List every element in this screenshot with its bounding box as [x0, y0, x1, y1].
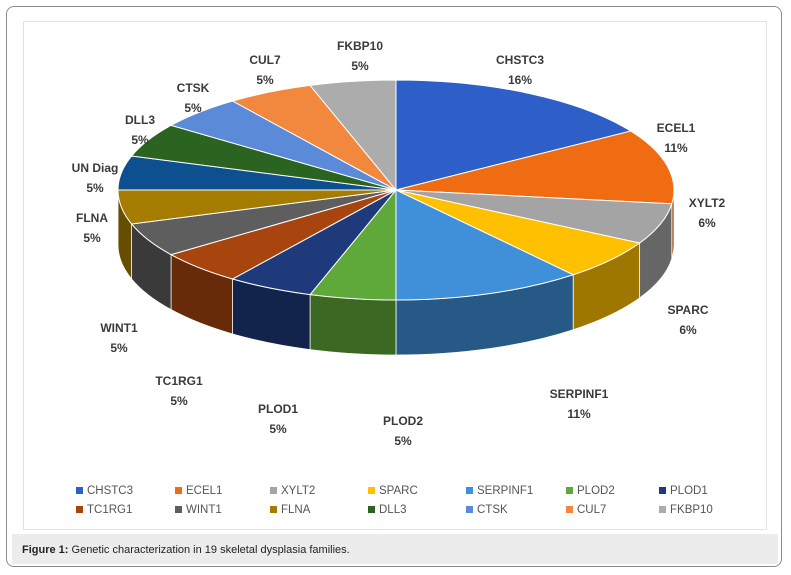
slice-value-plod1: 5%: [269, 422, 287, 436]
legend-swatch-serpinf1: [466, 487, 473, 494]
slice-value-cul7: 5%: [256, 73, 274, 87]
legend-swatch-flna: [270, 506, 277, 513]
legend-label-serpinf1: SERPINF1: [477, 485, 533, 497]
slice-value-xylt2: 6%: [698, 216, 716, 230]
slice-label-ecel1: ECEL1: [657, 121, 696, 135]
legend-swatch-xylt2: [270, 487, 277, 494]
slice-label-chstc3: CHSTC3: [496, 53, 544, 67]
legend-swatch-sparc: [368, 487, 375, 494]
slice-label-sparc: SPARC: [667, 303, 708, 317]
slice-label-tc1rg1: TC1RG1: [155, 374, 203, 388]
slice-value-fkbp10: 5%: [351, 59, 369, 73]
slice-side-plod2: [309, 294, 397, 356]
slice-value-sparc: 6%: [679, 323, 697, 337]
slice-value-flna: 5%: [83, 231, 101, 245]
legend-label-fkbp10: FKBP10: [670, 504, 713, 516]
slice-label-plod1: PLOD1: [258, 402, 298, 416]
slice-label-plod2: PLOD2: [383, 414, 423, 428]
caption-bar: [12, 534, 778, 564]
legend-swatch-plod1: [659, 487, 666, 494]
slice-label-xylt2: XYLT2: [689, 196, 726, 210]
legend-swatch-dll3: [368, 506, 375, 513]
slice-value-tc1rg1: 5%: [170, 394, 188, 408]
slice-value-chstc3: 16%: [508, 73, 532, 87]
legend-label-sparc: SPARC: [379, 485, 418, 497]
legend-swatch-tc1rg1: [76, 506, 83, 513]
figure-caption: Figure 1: Genetic characterization in 19…: [22, 544, 350, 556]
slice-value-wint1: 5%: [110, 341, 128, 355]
slice-value-un-diag: 5%: [86, 181, 104, 195]
legend-label-ctsk: CTSK: [477, 504, 508, 516]
slice-value-ecel1: 11%: [664, 141, 688, 155]
slice-value-ctsk: 5%: [184, 101, 202, 115]
caption-label: Figure 1:: [22, 544, 69, 556]
slice-label-flna: FLNA: [76, 211, 108, 225]
slice-value-dll3: 5%: [131, 133, 149, 147]
slice-label-serpinf1: SERPINF1: [550, 387, 609, 401]
legend-label-xylt2: XYLT2: [281, 485, 315, 497]
legend-swatch-ecel1: [175, 487, 182, 494]
legend-swatch-plod2: [566, 487, 573, 494]
legend-swatch-cul7: [566, 506, 573, 513]
legend-swatch-fkbp10: [659, 506, 666, 513]
slice-label-fkbp10: FKBP10: [337, 39, 383, 53]
pie-labels: CHSTC3 16% ECEL1 11% XYLT2 6% SPARC 6% SERPINF1 1…: [72, 39, 726, 448]
slice-label-dll3: DLL3: [125, 113, 155, 127]
slice-value-plod2: 5%: [394, 434, 412, 448]
legend-label-wint1: WINT1: [186, 504, 222, 516]
legend-label-flna: FLNA: [281, 504, 311, 516]
slice-ecel1: [395, 130, 675, 205]
legend-label-ecel1: ECEL1: [186, 485, 222, 497]
slice-serpinf1: [395, 189, 575, 301]
legend-label-tc1rg1: TC1RG1: [87, 504, 132, 516]
legend-swatch-ctsk: [466, 506, 473, 513]
caption-text: Genetic characterization in 19 skeletal …: [71, 544, 350, 556]
legend-label-dll3: DLL3: [379, 504, 407, 516]
slice-label-cul7: CUL7: [249, 53, 281, 67]
slice-value-serpinf1: 11%: [567, 407, 591, 421]
legend-swatch-chstc3: [76, 487, 83, 494]
slice-chstc3: [395, 79, 632, 191]
legend-label-cul7: CUL7: [577, 504, 606, 516]
slice-fkbp10: [309, 79, 397, 192]
legend-label-chstc3: CHSTC3: [87, 485, 133, 497]
pie-slices: [117, 79, 675, 301]
legend-label-plod1: PLOD1: [670, 485, 708, 497]
slice-label-ctsk: CTSK: [177, 81, 210, 95]
slice-label-un-diag: UN Diag: [72, 161, 119, 175]
legend: CHSTC3 ECEL1 XYLT2 SPARC SERPINF1 PLOD2 PLOD1 T…: [76, 485, 713, 516]
legend-label-plod2: PLOD2: [577, 485, 615, 497]
slice-label-wint1: WINT1: [100, 321, 138, 335]
legend-swatch-wint1: [175, 506, 182, 513]
